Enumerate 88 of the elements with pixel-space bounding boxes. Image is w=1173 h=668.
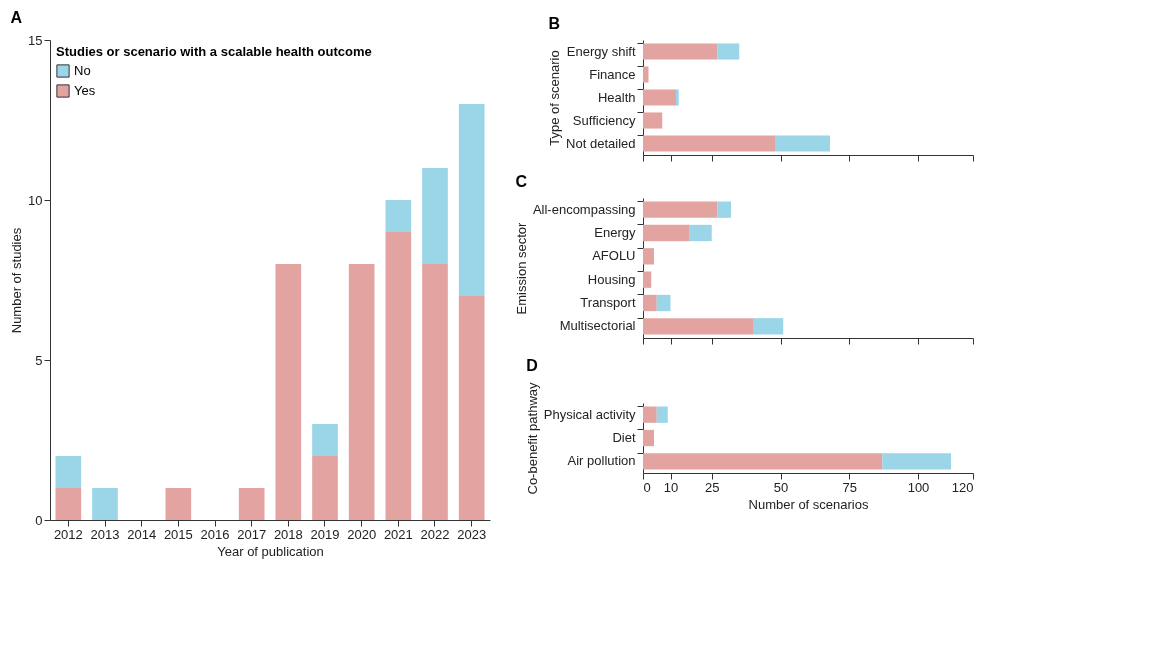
y-tick-label: Finance <box>589 66 636 82</box>
bar <box>422 264 448 520</box>
x-tick-label: 50 <box>773 479 789 495</box>
bar <box>458 296 485 520</box>
bar <box>775 135 830 152</box>
legend-title: Studies or scenario with a scalable health outcome <box>56 44 372 59</box>
x-tick-label: 25 <box>705 479 720 495</box>
x-tick-label: 120 <box>951 479 974 495</box>
x-tick-label: 10 <box>663 479 679 495</box>
y-tick-label: AFOLU <box>592 248 636 264</box>
x-tick-label: 2014 <box>127 526 157 542</box>
bar <box>238 488 265 520</box>
y-tick-label: All-encompassing <box>532 201 636 217</box>
bar <box>643 66 649 83</box>
x-tick-label: 2013 <box>90 526 120 542</box>
y-tick-label: Multisectorial <box>559 318 636 334</box>
bar <box>643 43 718 60</box>
bar <box>643 294 657 312</box>
y-axis-title: Emission sector <box>513 221 529 315</box>
x-tick-label: 2023 <box>457 526 487 542</box>
x-tick-label: 2017 <box>237 526 267 542</box>
y-tick-label: Transport <box>580 295 636 310</box>
bar <box>643 89 676 106</box>
x-tick-label: 0 <box>643 479 651 495</box>
bar <box>55 456 82 488</box>
y-tick-label: Health <box>597 89 636 105</box>
bar <box>753 318 784 335</box>
bar <box>717 201 731 218</box>
y-tick-label: Physical activity <box>543 406 636 422</box>
y-tick-label: 5 <box>35 352 43 368</box>
chart-title: A <box>10 9 23 26</box>
bar <box>312 456 338 520</box>
x-tick-label: 2022 <box>420 526 450 542</box>
bar <box>717 43 740 60</box>
x-axis-title: Year of publication <box>217 543 324 559</box>
bar <box>643 406 657 423</box>
x-axis-title: Number of scenarios <box>748 496 869 512</box>
bar <box>676 89 679 106</box>
bar <box>656 294 671 312</box>
x-tick-label: 2016 <box>200 526 230 542</box>
x-tick-label: 2018 <box>273 526 303 542</box>
y-tick-label: Sufficiency <box>572 112 636 128</box>
bar <box>643 318 753 335</box>
bar <box>312 424 338 456</box>
bar <box>92 488 118 520</box>
x-tick-label: 75 <box>842 479 857 495</box>
legend-label: Yes <box>74 83 96 98</box>
x-tick-label: 2020 <box>347 526 377 542</box>
bar <box>643 453 883 470</box>
bar <box>643 201 718 218</box>
y-tick-label: Energy shift <box>566 43 636 59</box>
y-tick-label: 15 <box>28 32 43 48</box>
x-tick-label: 2019 <box>310 526 340 542</box>
x-tick-label: 100 <box>907 479 930 495</box>
y-tick-label: Energy <box>594 225 636 240</box>
bar <box>385 200 412 232</box>
y-tick-label: Diet <box>612 430 636 445</box>
x-tick-label: 2021 <box>383 526 413 542</box>
y-axis-title: Type of scenario <box>547 50 563 146</box>
y-tick-label: 10 <box>28 192 43 208</box>
bar <box>689 224 712 242</box>
bar <box>348 264 375 520</box>
bar <box>656 406 668 423</box>
bar <box>882 453 951 470</box>
bar <box>643 112 663 129</box>
bar <box>643 224 690 242</box>
y-tick-label: Air pollution <box>567 453 636 469</box>
y-tick-label: Housing <box>587 271 636 287</box>
bar <box>458 104 485 296</box>
x-tick-label: 2012 <box>53 526 83 542</box>
y-tick-label: 0 <box>35 512 43 528</box>
y-axis-title: Number of studies <box>9 227 25 334</box>
bar <box>643 271 652 288</box>
bar <box>422 168 448 264</box>
bar <box>643 248 654 265</box>
y-tick-label: Not detailed <box>566 135 636 151</box>
bar <box>275 264 302 520</box>
bar <box>165 488 192 520</box>
bar <box>643 135 775 152</box>
chart-title: C <box>515 173 528 190</box>
legend-label: No <box>74 63 91 78</box>
chart-title: D <box>526 356 538 374</box>
bar <box>55 488 82 520</box>
bar <box>643 429 654 447</box>
chart-title: B <box>548 15 561 32</box>
bar <box>385 232 412 520</box>
y-axis-title: Co-benefit pathway <box>524 382 540 495</box>
x-tick-label: 2015 <box>163 526 193 542</box>
